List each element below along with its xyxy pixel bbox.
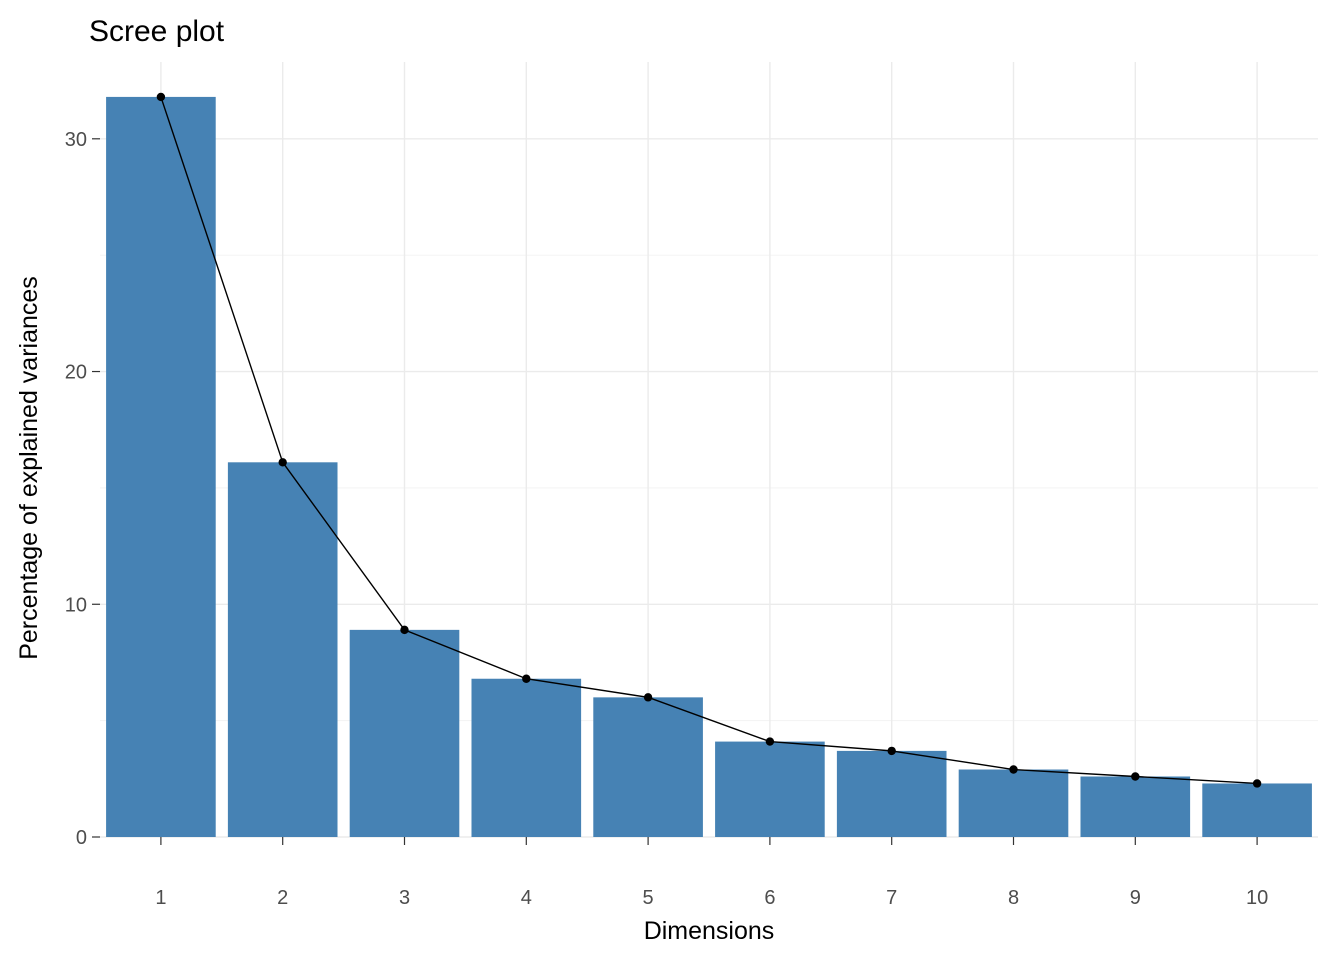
bar xyxy=(106,96,216,837)
x-axis-title: Dimensions xyxy=(644,917,775,945)
data-point xyxy=(1131,772,1140,781)
x-tick-label: 10 xyxy=(1246,887,1268,909)
y-axis: 0 10 20 30 xyxy=(65,129,100,849)
bar xyxy=(715,741,825,837)
x-tick-label: 8 xyxy=(1008,887,1019,909)
bar xyxy=(836,750,947,837)
bar xyxy=(1080,776,1191,837)
plot-grid xyxy=(100,62,1318,838)
x-tick-label: 9 xyxy=(1130,887,1141,909)
scree-line xyxy=(160,96,1258,785)
y-axis-title: Percentage of explained variances xyxy=(15,276,43,660)
y-tick-label: 10 xyxy=(65,594,87,616)
data-point xyxy=(643,693,653,702)
x-tick-label: 3 xyxy=(399,887,410,909)
bar xyxy=(593,697,703,837)
y-tick-label: 20 xyxy=(65,362,87,384)
x-tick-label: 6 xyxy=(764,887,775,909)
x-tick-label: 2 xyxy=(277,887,288,909)
x-tick-label: 4 xyxy=(521,887,532,909)
data-point xyxy=(1009,765,1018,774)
bar xyxy=(958,769,1069,837)
chart-title: Scree plot xyxy=(89,15,225,48)
bar xyxy=(471,678,582,837)
bar xyxy=(349,629,460,837)
bar xyxy=(1202,783,1312,837)
data-point xyxy=(156,92,166,102)
y-tick-label: 30 xyxy=(65,129,87,151)
x-tick-label: 1 xyxy=(155,887,166,909)
data-point xyxy=(400,625,409,635)
data-point xyxy=(1252,779,1262,788)
data-point xyxy=(887,746,896,756)
scree-points xyxy=(156,92,1262,788)
bar-series xyxy=(106,96,1312,837)
data-point xyxy=(278,458,287,467)
x-tick-label: 5 xyxy=(643,887,654,909)
bar xyxy=(227,462,338,837)
x-tick-label: 7 xyxy=(886,887,897,909)
x-axis: 1 2 3 4 5 6 7 8 9 10 xyxy=(155,837,1268,909)
y-tick-label: 0 xyxy=(76,827,87,849)
data-point xyxy=(522,674,531,683)
data-point xyxy=(765,737,775,746)
